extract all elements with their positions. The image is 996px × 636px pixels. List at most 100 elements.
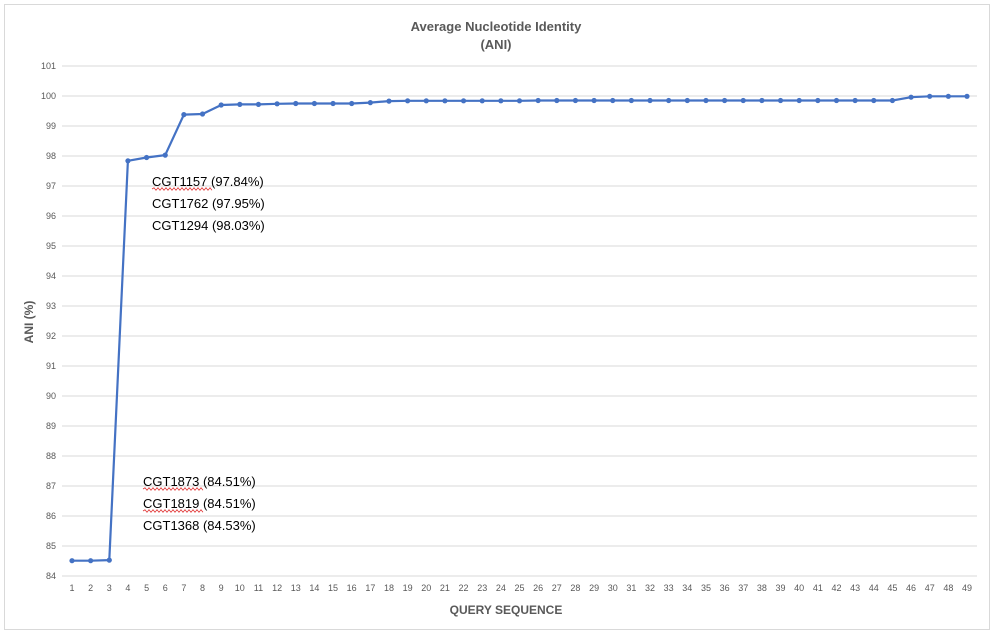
y-tick-label: 93 [46, 301, 56, 311]
data-point [908, 94, 914, 100]
data-point [69, 558, 75, 564]
x-tick-label: 12 [272, 583, 282, 593]
y-tick-label: 88 [46, 451, 56, 461]
x-tick-label: 4 [125, 583, 130, 593]
x-tick-label: 30 [608, 583, 618, 593]
x-tick-label: 49 [962, 583, 972, 593]
x-tick-label: 29 [589, 583, 599, 593]
x-tick-label: 16 [347, 583, 357, 593]
data-point [796, 97, 802, 104]
x-tick-label: 17 [365, 583, 375, 593]
y-tick-label: 90 [46, 391, 56, 401]
ani-series [69, 93, 970, 564]
data-point [479, 98, 485, 104]
x-tick-label: 34 [682, 583, 692, 593]
data-point [703, 97, 709, 104]
data-point [311, 100, 317, 107]
x-tick-label: 10 [235, 583, 245, 593]
annotation-label: CGT1157 (97.84%) [152, 174, 264, 189]
data-point [722, 97, 728, 104]
data-point [516, 98, 523, 104]
data-point [218, 102, 224, 108]
data-point [423, 98, 429, 104]
data-point [293, 100, 299, 107]
x-tick-label: 39 [776, 583, 786, 593]
x-tick-label: 18 [384, 583, 394, 593]
x-tick-label: 44 [869, 583, 879, 593]
y-tick-label: 98 [46, 151, 56, 161]
data-point [740, 97, 746, 104]
data-point [815, 97, 821, 104]
data-point [405, 98, 411, 104]
x-tick-label: 46 [906, 583, 916, 593]
ani-series-line [72, 95, 967, 562]
data-point [945, 93, 951, 99]
data-point [255, 101, 262, 107]
x-tick-label: 37 [738, 583, 748, 593]
x-tick-label: 20 [421, 583, 431, 593]
y-tick-label: 99 [46, 121, 56, 131]
x-tick-label: 3 [107, 583, 112, 593]
x-tick-label: 6 [163, 583, 168, 593]
data-point [460, 98, 467, 104]
y-tick-labels: 84 85 86 87 88 89 90 91 92 93 94 95 96 97 98 99 100 101 [41, 61, 56, 581]
x-tick-label: 38 [757, 583, 767, 593]
x-tick-label: 21 [440, 583, 450, 593]
x-tick-label: 41 [813, 583, 823, 593]
data-point [591, 97, 597, 104]
y-tick-label: 91 [46, 361, 56, 371]
data-point [143, 154, 150, 161]
data-point [777, 97, 784, 104]
data-point [330, 100, 336, 107]
x-tick-label: 22 [459, 583, 469, 593]
x-tick-label: 35 [701, 583, 711, 593]
x-tick-label: 15 [328, 583, 338, 593]
x-tick-label: 48 [943, 583, 953, 593]
x-tick-label: 47 [925, 583, 935, 593]
data-point [442, 98, 448, 104]
data-point [237, 101, 243, 107]
y-tick-label: 85 [46, 541, 56, 551]
spellcheck-underline [142, 509, 204, 513]
y-tick-label: 96 [46, 211, 56, 221]
data-point [498, 98, 504, 104]
annotation-label: CGT1368 (84.53%) [143, 518, 256, 533]
data-point [88, 558, 94, 564]
x-tick-label: 11 [254, 583, 263, 593]
data-point [274, 101, 280, 107]
x-tick-label: 19 [403, 583, 413, 593]
x-tick-label: 27 [552, 583, 562, 593]
data-point [106, 557, 112, 563]
y-tick-label: 94 [46, 271, 56, 281]
y-tick-label: 84 [46, 571, 56, 581]
x-tick-labels: 1 2 3 4 5 6 7 8 9 10 11 12 13 14 15 16 17 18 19 20 21 22 23 24 2… [69, 583, 972, 593]
x-tick-label: 32 [645, 583, 655, 593]
x-tick-label: 25 [514, 583, 524, 593]
x-tick-label: 23 [477, 583, 487, 593]
x-tick-label: 42 [831, 583, 841, 593]
x-tick-label: 26 [533, 583, 543, 593]
y-tick-label: 87 [46, 481, 56, 491]
x-tick-label: 31 [626, 583, 636, 593]
x-tick-label: 8 [200, 583, 205, 593]
annotation-label: CGT1762 (97.95%) [152, 196, 265, 211]
x-tick-label: 14 [309, 583, 319, 593]
data-point [759, 97, 765, 104]
y-tick-label: 100 [41, 91, 56, 101]
data-point [572, 97, 579, 104]
chart-frame [4, 4, 990, 630]
x-tick-label: 13 [291, 583, 301, 593]
chart-subtitle: (ANI) [480, 37, 511, 52]
spellcheck-underline [142, 487, 204, 491]
data-point [535, 97, 541, 104]
spellcheck-underline [151, 187, 213, 191]
x-tick-label: 2 [88, 583, 93, 593]
annotations: CGT1157 (97.84%) CGT1762 (97.95%) CGT1294 … [142, 174, 265, 533]
annotation-label: CGT1873 (84.51%) [143, 474, 256, 489]
x-tick-label: 33 [664, 583, 674, 593]
x-tick-label: 43 [850, 583, 860, 593]
x-tick-label: 9 [219, 583, 224, 593]
data-point [181, 112, 187, 118]
data-point [927, 93, 933, 99]
x-tick-label: 7 [181, 583, 186, 593]
